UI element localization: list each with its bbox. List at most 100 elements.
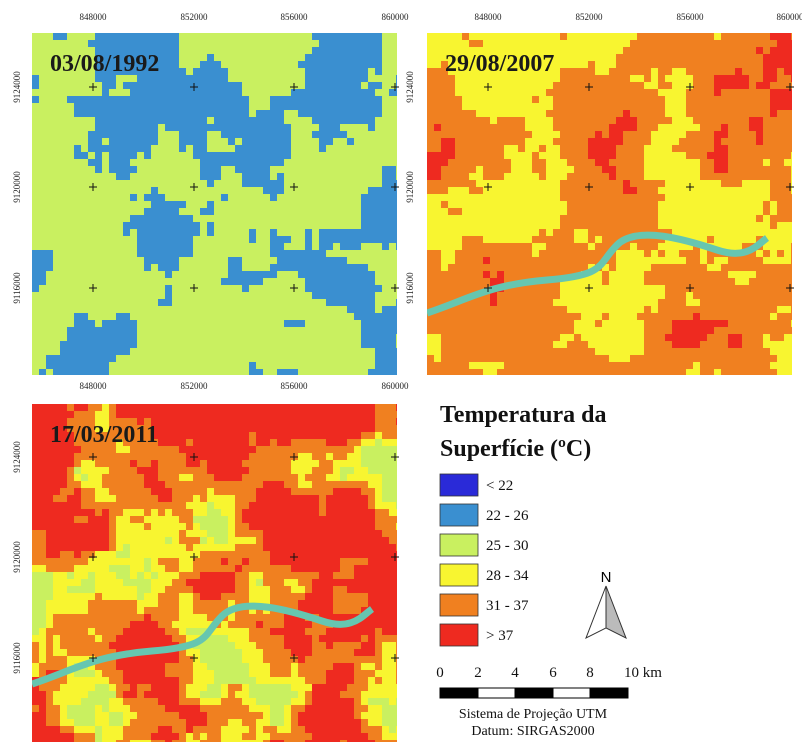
map-cell xyxy=(469,208,476,215)
map-cell xyxy=(455,138,462,145)
map-cell xyxy=(67,355,74,362)
map-cell xyxy=(553,313,560,320)
map-cell xyxy=(693,264,700,271)
map-cell xyxy=(46,236,53,243)
map-cell xyxy=(130,194,137,201)
map-cell xyxy=(39,292,46,299)
map-cell xyxy=(553,299,560,306)
map-cell xyxy=(88,243,95,250)
map-cell xyxy=(326,131,333,138)
map-cell xyxy=(151,201,158,208)
map-cell xyxy=(368,292,375,299)
map-cell xyxy=(221,278,228,285)
map-cell xyxy=(665,327,672,334)
map-cell xyxy=(518,320,525,327)
map-cell xyxy=(221,89,228,96)
map-cell xyxy=(588,334,595,341)
map-cell xyxy=(574,257,581,264)
map-cell xyxy=(630,89,637,96)
map-cell xyxy=(728,264,735,271)
map-cell xyxy=(249,194,256,201)
map-cell xyxy=(53,40,60,47)
map-cell xyxy=(95,187,102,194)
map-cell xyxy=(532,96,539,103)
map-cell xyxy=(728,187,735,194)
map-cell xyxy=(539,257,546,264)
map-cell xyxy=(581,173,588,180)
map-cell xyxy=(277,110,284,117)
map-cell xyxy=(448,89,455,96)
map-cell xyxy=(742,187,749,194)
map-cell xyxy=(137,145,144,152)
map-cell xyxy=(361,264,368,271)
map-cell xyxy=(368,40,375,47)
map-cell xyxy=(588,201,595,208)
map-cell xyxy=(686,299,693,306)
map-cell xyxy=(263,201,270,208)
map-cell xyxy=(389,313,396,320)
map-cell xyxy=(46,40,53,47)
map-cell xyxy=(298,138,305,145)
map-cell xyxy=(284,103,291,110)
map-cell xyxy=(784,75,791,82)
map-cell xyxy=(179,243,186,250)
map-cell xyxy=(679,222,686,229)
map-cell xyxy=(60,341,67,348)
map-cell xyxy=(389,250,396,257)
map-cell xyxy=(588,47,595,54)
map-cell xyxy=(455,96,462,103)
map-cell xyxy=(567,243,574,250)
map-cell xyxy=(382,271,389,278)
map-cell xyxy=(504,166,511,173)
map-cell xyxy=(375,173,382,180)
map-cell xyxy=(32,285,39,292)
map-cell xyxy=(707,264,714,271)
map-cell xyxy=(700,306,707,313)
map-cell xyxy=(214,89,221,96)
map-cell xyxy=(490,327,497,334)
map-cell xyxy=(228,152,235,159)
map-cell xyxy=(151,215,158,222)
map-cell xyxy=(207,96,214,103)
map-cell xyxy=(165,117,172,124)
map-cell xyxy=(518,243,525,250)
map-cell xyxy=(81,243,88,250)
map-cell xyxy=(347,47,354,54)
map-cell xyxy=(200,82,207,89)
map-cell xyxy=(179,355,186,362)
map-cell xyxy=(109,215,116,222)
map-cell xyxy=(361,320,368,327)
map-cell xyxy=(483,348,490,355)
map-cell xyxy=(679,145,686,152)
map-cell xyxy=(165,250,172,257)
map-cell xyxy=(354,341,361,348)
map-cell xyxy=(756,152,763,159)
map-cell xyxy=(144,348,151,355)
map-cell xyxy=(179,152,186,159)
map-cell xyxy=(270,124,277,131)
map-cell xyxy=(305,145,312,152)
map-cell xyxy=(326,362,333,369)
map-cell xyxy=(81,285,88,292)
map-cell xyxy=(728,257,735,264)
map-cell xyxy=(326,271,333,278)
map-cell xyxy=(165,271,172,278)
map-cell xyxy=(742,320,749,327)
map-cell xyxy=(546,208,553,215)
map-cell xyxy=(616,194,623,201)
map-cell xyxy=(546,89,553,96)
map-cell xyxy=(249,243,256,250)
map-cell xyxy=(291,138,298,145)
map-cell xyxy=(270,264,277,271)
map-cell xyxy=(693,257,700,264)
map-cell xyxy=(347,334,354,341)
map-cell xyxy=(340,89,347,96)
map-cell xyxy=(427,292,434,299)
map-cell xyxy=(249,257,256,264)
map-cell xyxy=(102,236,109,243)
map-cell xyxy=(39,271,46,278)
map-cell xyxy=(707,75,714,82)
map-cell xyxy=(490,138,497,145)
map-cell xyxy=(235,299,242,306)
map-cell xyxy=(382,187,389,194)
